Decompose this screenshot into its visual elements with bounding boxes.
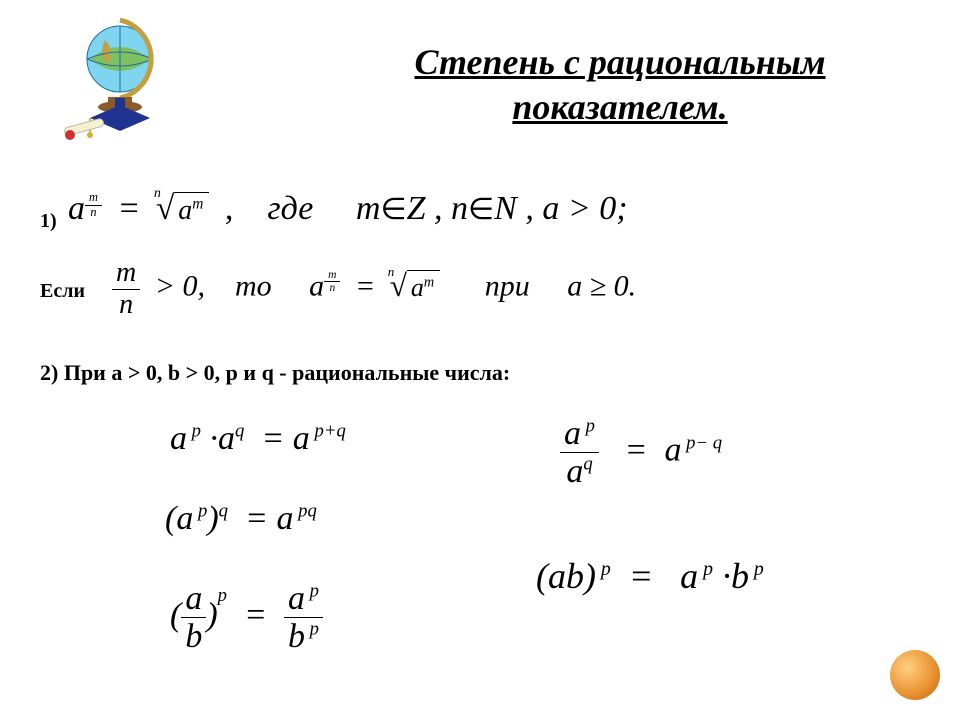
corner-dot [890,650,940,700]
globe-illustration [60,15,180,145]
formula-power: (a p)q = a pq [165,500,317,538]
if-label: Если [40,280,85,303]
formula-quotient-base: (ab)p = a pb p [170,580,323,656]
formula-product: a p ·aq = a p+q [170,420,346,458]
item-1-label: 1) [40,210,57,233]
item-2-label: 2) При a > 0, b > 0, p и q - рациональны… [40,360,510,386]
definition-1: amn = n√am , где m∈Z , n∈N , a > 0; [68,190,628,228]
definition-2: mn > 0, то amn = n√am при a ≥ 0. [112,258,636,321]
page-title: Степень с рациональным показателем. [310,40,930,130]
formula-product-base: (ab) p = a p ·b p [536,555,764,597]
formula-quotient-exp: a paq = a p− q [560,415,722,491]
